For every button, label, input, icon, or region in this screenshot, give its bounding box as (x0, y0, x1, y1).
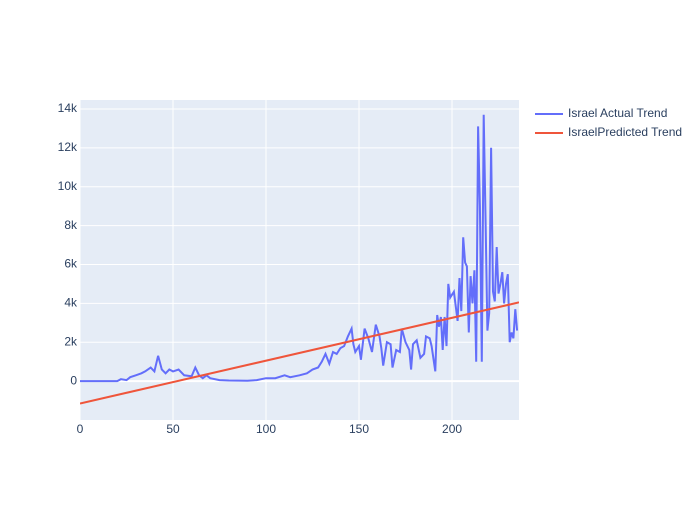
y-tick-label: 4k (64, 296, 78, 310)
x-tick-label: 150 (349, 422, 369, 436)
series-line (80, 114, 519, 383)
y-tick-label: 0 (70, 373, 77, 387)
x-tick-label: 100 (256, 422, 276, 436)
legend-label: Israel Actual Trend (568, 106, 667, 120)
y-tick-label: 10k (58, 179, 78, 193)
y-tick-label: 14k (58, 101, 78, 115)
x-tick-label: 0 (77, 422, 84, 436)
series-line (80, 301, 519, 405)
x-tick-label: 200 (442, 422, 462, 436)
y-tick-label: 12k (58, 140, 78, 154)
plot-area (80, 100, 519, 420)
x-tick-label: 50 (166, 422, 180, 436)
y-tick-label: 6k (64, 257, 78, 271)
y-tick-label: 2k (64, 334, 78, 348)
y-tick-label: 8k (64, 218, 78, 232)
legend-label: IsraelPredicted Trend (568, 125, 682, 139)
